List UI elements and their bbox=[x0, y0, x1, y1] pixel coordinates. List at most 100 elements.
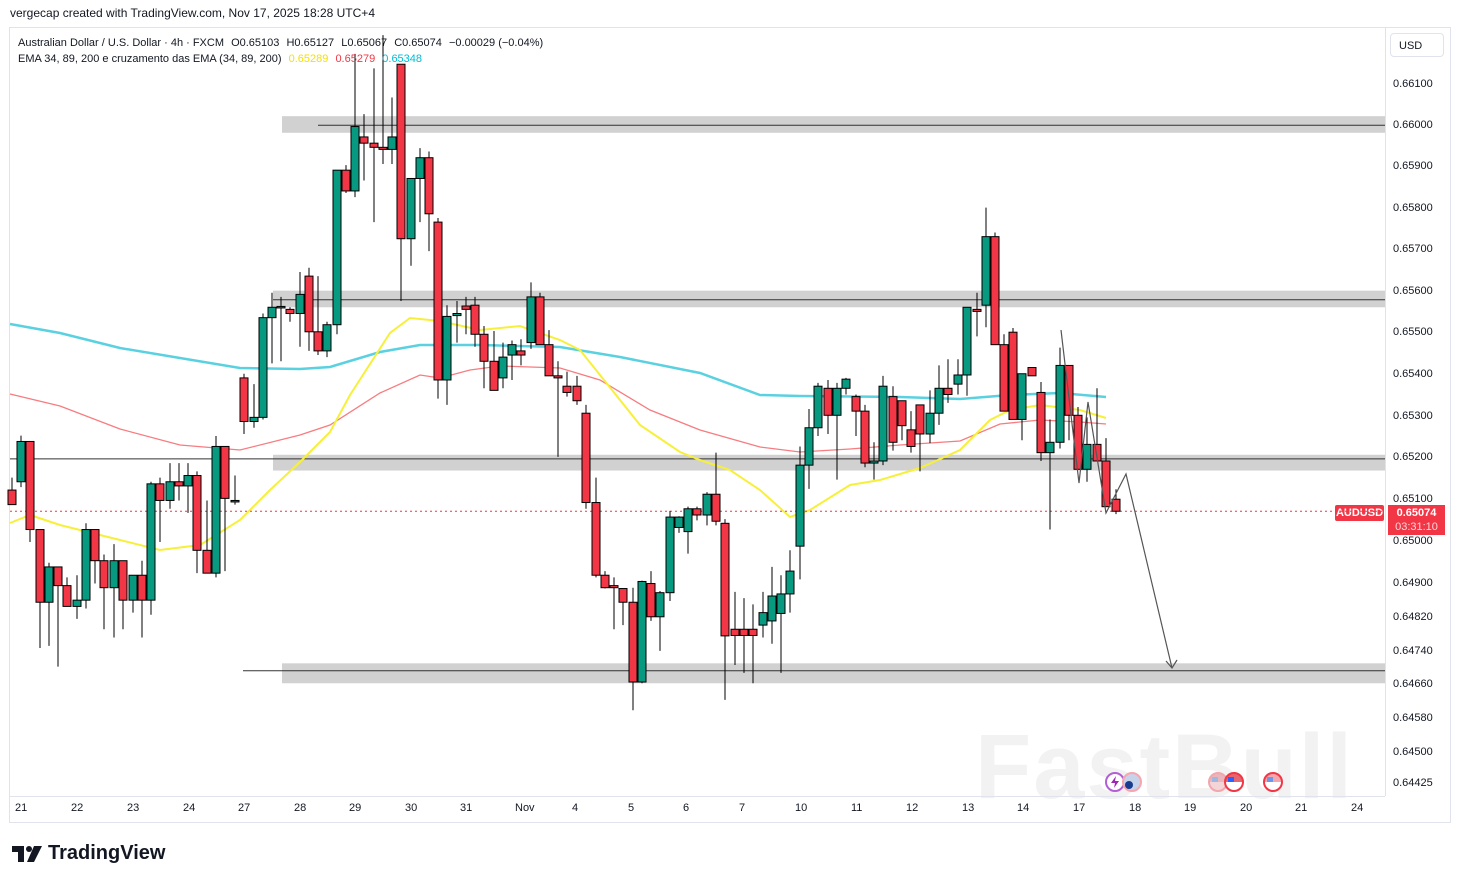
time-axis[interactable] bbox=[10, 796, 1385, 823]
price-tick: 0.65700 bbox=[1393, 243, 1433, 255]
bear-candle bbox=[433, 221, 443, 381]
price-tick: 0.64900 bbox=[1393, 577, 1433, 589]
price-tick: 0.64580 bbox=[1393, 712, 1433, 724]
bear-candle bbox=[192, 475, 202, 551]
bear-candle bbox=[720, 522, 730, 637]
us-flag-event-icon[interactable] bbox=[1224, 772, 1244, 792]
bull-candle bbox=[962, 306, 972, 376]
symbol-title[interactable]: Australian Dollar / U.S. Dollar · 4h · F… bbox=[18, 37, 224, 49]
bear-candle bbox=[823, 387, 833, 416]
chart-legend: Australian Dollar / U.S. Dollar · 4h · F… bbox=[18, 35, 547, 67]
bull-candle bbox=[44, 566, 54, 603]
currency-button[interactable]: USD bbox=[1390, 33, 1444, 57]
bull-candle bbox=[674, 516, 684, 528]
price-tick: 0.65300 bbox=[1393, 410, 1433, 422]
bear-candle bbox=[53, 566, 63, 587]
bull-candle bbox=[1045, 441, 1055, 454]
projection-path bbox=[1060, 329, 1173, 669]
time-tick: 18 bbox=[1129, 802, 1142, 814]
bull-candle bbox=[1017, 373, 1027, 420]
bear-candle bbox=[646, 583, 656, 618]
support-resistance-zone bbox=[282, 663, 1385, 684]
bear-candle bbox=[860, 410, 870, 464]
bear-candle bbox=[609, 585, 619, 589]
bear-candle bbox=[313, 331, 323, 352]
us-flag-event-icon[interactable] bbox=[1263, 772, 1283, 792]
bull-candle bbox=[758, 612, 768, 626]
bear-candle bbox=[711, 493, 721, 522]
bear-candle bbox=[489, 360, 499, 391]
bear-candle bbox=[479, 333, 489, 362]
ema200-value: 0.65348 bbox=[382, 53, 423, 65]
price-tick: 0.65500 bbox=[1393, 326, 1433, 338]
bear-candle bbox=[739, 628, 749, 636]
indicator-legend-row: EMA 34, 89, 200 e cruzamento das EMA (34… bbox=[18, 51, 547, 67]
price-tick: 0.65900 bbox=[1393, 160, 1433, 172]
bull-candle bbox=[230, 499, 240, 503]
bull-candle bbox=[785, 570, 795, 595]
bear-candle bbox=[378, 146, 388, 150]
au-flag-event-icon[interactable] bbox=[1122, 772, 1142, 792]
indicator-title[interactable]: EMA 34, 89, 200 e cruzamento das EMA (34… bbox=[18, 53, 282, 65]
ohlc-high: H0.65127 bbox=[286, 37, 335, 49]
price-axis[interactable] bbox=[1385, 28, 1451, 796]
bear-candle bbox=[516, 350, 526, 356]
bear-candle bbox=[220, 445, 230, 499]
time-tick: 30 bbox=[405, 802, 418, 814]
bull-candle bbox=[637, 580, 647, 683]
bear-candle bbox=[62, 585, 72, 607]
ohlc-low: L0.65067 bbox=[341, 37, 388, 49]
bear-candle bbox=[137, 574, 147, 601]
bear-candle bbox=[396, 63, 406, 240]
bull-candle bbox=[498, 356, 508, 379]
bear-candle bbox=[424, 157, 434, 215]
tradingview-logo-icon bbox=[12, 845, 42, 862]
bull-candle bbox=[415, 157, 425, 179]
bear-candle bbox=[553, 375, 563, 379]
bear-candle bbox=[1111, 498, 1121, 512]
bull-candle bbox=[776, 593, 786, 614]
bear-candle bbox=[897, 400, 907, 427]
bear-candle bbox=[990, 236, 1000, 346]
bull-candle bbox=[795, 464, 805, 547]
bear-candle bbox=[90, 529, 100, 562]
bear-candle bbox=[692, 508, 702, 516]
bull-candle bbox=[350, 126, 360, 192]
bear-candle bbox=[600, 574, 610, 589]
bull-candle bbox=[332, 169, 342, 326]
time-tick: 28 bbox=[294, 802, 307, 814]
bear-candle bbox=[591, 502, 601, 576]
time-tick: 27 bbox=[238, 802, 251, 814]
arrow-head-icon bbox=[1165, 659, 1178, 670]
tradingview-logo[interactable]: TradingView bbox=[12, 842, 165, 865]
bear-candle bbox=[562, 385, 572, 393]
time-tick: Nov bbox=[515, 802, 535, 814]
bull-candle bbox=[526, 296, 536, 344]
bear-candle bbox=[359, 136, 369, 144]
bull-candle bbox=[387, 136, 397, 150]
bear-candle bbox=[748, 628, 758, 636]
bear-candle bbox=[1036, 391, 1046, 454]
bull-candle bbox=[128, 574, 138, 601]
bear-candle bbox=[535, 296, 545, 346]
bull-candle bbox=[183, 475, 193, 487]
bull-candle bbox=[211, 445, 221, 574]
time-tick: 20 bbox=[1240, 802, 1253, 814]
bull-candle bbox=[702, 493, 712, 516]
bear-candle bbox=[618, 588, 628, 603]
bear-candle bbox=[285, 308, 295, 315]
time-tick: 21 bbox=[1295, 802, 1308, 814]
price-tick: 0.65000 bbox=[1393, 535, 1433, 547]
bear-candle bbox=[544, 344, 554, 377]
bull-candle bbox=[406, 177, 416, 240]
bull-candle bbox=[925, 412, 935, 435]
bear-candle bbox=[999, 344, 1009, 412]
bull-candle bbox=[276, 305, 286, 309]
bull-candle bbox=[249, 416, 259, 423]
price-tick: 0.65400 bbox=[1393, 368, 1433, 380]
bear-candle bbox=[851, 396, 861, 412]
bull-candle bbox=[934, 387, 944, 414]
time-tick: 21 bbox=[15, 802, 28, 814]
bull-candle bbox=[442, 315, 452, 381]
